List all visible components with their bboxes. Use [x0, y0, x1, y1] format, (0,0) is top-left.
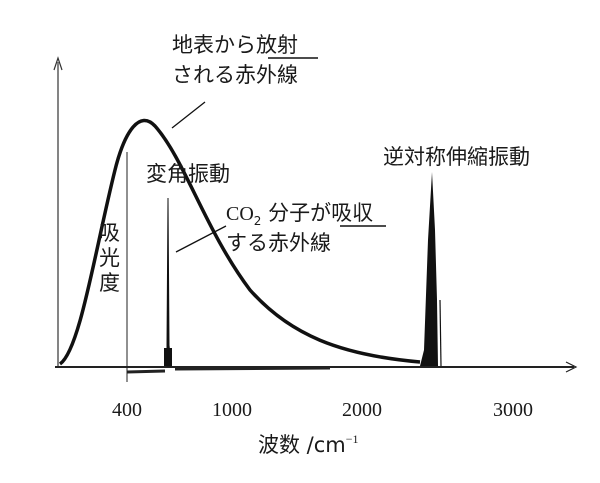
x-axis-arrow-icon	[565, 361, 578, 373]
absorption-leader-line	[175, 225, 227, 253]
bending-label: 変角振動	[146, 162, 230, 186]
bending-peak	[166, 197, 172, 367]
bending-peak-base	[164, 348, 172, 366]
absorbance-label-3: 度	[99, 271, 120, 295]
emission-label-line2: される赤外線	[172, 63, 298, 87]
x-tick-label: 1000	[212, 399, 252, 421]
x-tick-label: 3000	[493, 399, 533, 421]
emission-curve	[58, 118, 421, 366]
absorbance-label-2: 光	[99, 246, 120, 270]
absorb-label-line1: CO2 分子が吸収	[226, 201, 373, 228]
absorbance-label-1: 吸	[99, 221, 120, 245]
y-axis-arrow-icon	[53, 56, 63, 71]
absorption-baseline	[126, 366, 331, 374]
x-axis-label: 波数 /cm−1	[258, 432, 359, 457]
asym-stretch-peak	[420, 172, 438, 366]
emission-leader-line	[171, 101, 206, 129]
x-tick-label: 2000	[342, 399, 382, 421]
absorb-label-line2: する赤外線	[226, 231, 331, 255]
x-tick-label: 400	[112, 399, 142, 421]
asym-stretch-label: 逆対称伸縮振動	[383, 145, 530, 169]
emission-label-line1: 地表から放射	[172, 33, 298, 57]
asym-stretch-peak-edge	[439, 299, 442, 367]
